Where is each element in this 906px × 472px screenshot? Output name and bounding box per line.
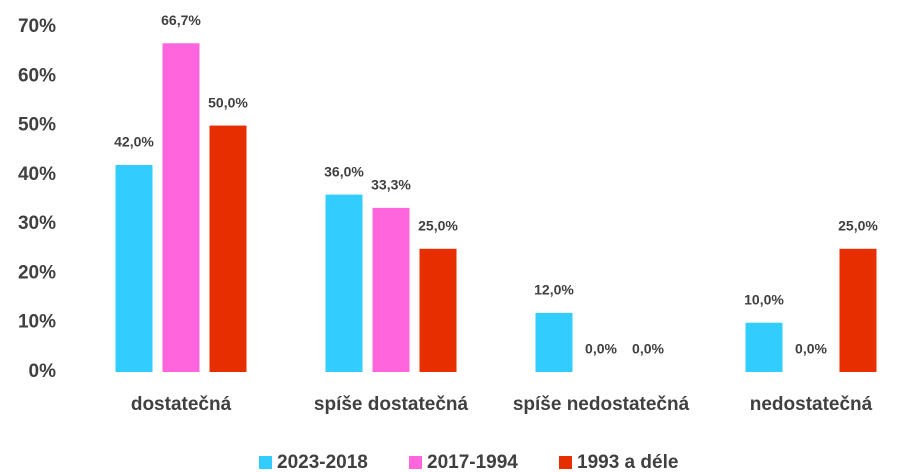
x-tick-label: nedostatečná (750, 394, 873, 415)
legend-swatch (559, 456, 572, 469)
y-tick-label: 10% (18, 312, 56, 333)
value-label: 25,0% (418, 217, 458, 233)
value-label: 33,3% (371, 177, 411, 193)
bar (325, 194, 363, 372)
x-tick-label: spíše dostatečná (314, 394, 469, 415)
x-tick-label: dostatečná (131, 394, 232, 415)
bar (745, 322, 783, 372)
value-label: 0,0% (585, 341, 617, 357)
legend-swatch (259, 456, 272, 469)
value-label: 36,0% (324, 163, 364, 179)
legend-label: 2017-1994 (427, 452, 518, 472)
bar (162, 43, 200, 373)
bar (115, 165, 153, 372)
x-tick-label: spíše nedostatečná (513, 394, 690, 415)
bar (209, 125, 247, 372)
y-tick-label: 60% (18, 65, 56, 86)
bar (535, 312, 573, 372)
y-tick-label: 0% (29, 361, 57, 382)
bar (419, 248, 457, 372)
bar (839, 248, 877, 372)
legend-swatch (409, 456, 422, 469)
legend-label: 2023-2018 (277, 452, 368, 472)
y-tick-label: 30% (18, 213, 56, 234)
y-tick-label: 20% (18, 262, 56, 283)
y-tick-label: 70% (18, 16, 56, 37)
value-label: 0,0% (632, 341, 664, 357)
value-label: 10,0% (744, 291, 784, 307)
value-label: 0,0% (795, 341, 827, 357)
value-label: 12,0% (534, 282, 574, 298)
legend-label: 1993 a déle (577, 452, 678, 472)
value-label: 42,0% (114, 134, 154, 150)
value-label: 25,0% (838, 217, 878, 233)
value-label: 66,7% (161, 12, 201, 28)
y-tick-label: 40% (18, 164, 56, 185)
y-tick-label: 50% (18, 115, 56, 136)
bar (372, 207, 410, 372)
value-label: 50,0% (208, 94, 248, 110)
